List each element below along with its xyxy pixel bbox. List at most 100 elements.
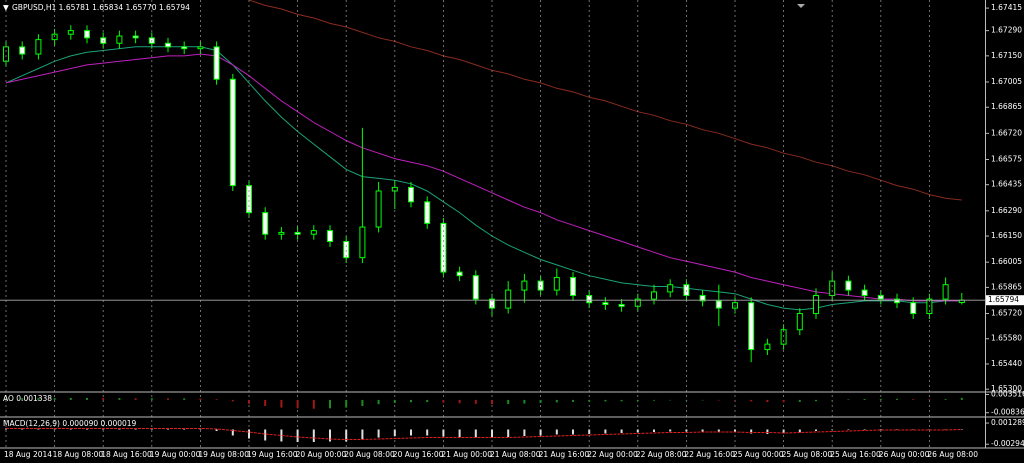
candle-body — [19, 46, 26, 55]
x-tick-label: 18 Aug 08:00 — [53, 450, 104, 459]
candle-body — [910, 302, 917, 315]
y-tick-label: 1.65580 — [991, 334, 1022, 343]
candle-body — [35, 39, 42, 55]
x-tick-label: 22 Aug 08:00 — [636, 450, 687, 459]
candle-body — [359, 226, 366, 259]
macd-bar — [782, 429, 785, 434]
candle-body — [618, 304, 625, 307]
y-tick-label: 1.66150 — [991, 231, 1022, 240]
ao-bar — [588, 399, 591, 402]
x-tick-label: 22 Aug 16:00 — [684, 450, 735, 459]
candle-body — [894, 298, 900, 304]
ao-bar — [134, 398, 137, 400]
macd-bar — [750, 429, 753, 434]
macd-bar — [604, 429, 607, 434]
ao-bar — [555, 399, 558, 403]
macd-bar — [410, 429, 412, 436]
symbol-menu-icon[interactable]: ▼ — [3, 3, 9, 12]
x-tick-label: 21 Aug 00:00 — [441, 450, 492, 459]
y-tick-label: 1.66290 — [991, 206, 1022, 215]
ao-bar — [345, 399, 348, 408]
macd-bar — [426, 429, 429, 436]
y-tick-label: 1.65865 — [991, 282, 1022, 291]
ao-bar — [280, 399, 283, 408]
ao-bar — [944, 399, 947, 400]
ao-pane — [5, 397, 963, 409]
candle-body — [845, 280, 852, 291]
x-tick-label: 19 Aug 16:00 — [247, 450, 298, 459]
candle-body — [375, 190, 382, 228]
candle-body — [553, 276, 560, 291]
ao-bar — [458, 399, 461, 404]
ao-bar — [896, 398, 898, 400]
y-tick-label: 1.66575 — [991, 154, 1022, 163]
ao-bar — [604, 399, 607, 402]
ao-bar — [653, 399, 655, 401]
ao-bar — [750, 399, 753, 402]
macd-bar — [523, 429, 526, 436]
macd-bar — [685, 429, 688, 432]
ao-bar — [53, 398, 56, 400]
macd-bar — [345, 429, 348, 442]
moving-average — [5, 53, 962, 302]
macd-bar — [588, 429, 591, 434]
ao-bar — [734, 399, 736, 401]
macd-bar — [377, 429, 380, 438]
macd-bar — [669, 429, 672, 432]
x-tick-label: 18 Aug 16:00 — [101, 450, 152, 459]
candle-body — [116, 35, 123, 44]
candle-body — [456, 271, 463, 277]
y-tick-label: 1.66720 — [991, 128, 1022, 137]
macd-bar — [296, 429, 299, 442]
x-tick-label: 19 Aug 00:00 — [150, 450, 201, 459]
ao-bar — [377, 399, 380, 405]
candle-body — [813, 295, 819, 315]
y-tick-label: 1.67290 — [991, 26, 1022, 35]
macd-bar — [264, 429, 267, 441]
macd-signal — [6, 428, 962, 440]
ao-bar — [847, 399, 850, 400]
candle-body — [246, 185, 252, 214]
ao-bar — [523, 399, 526, 404]
candle-body — [213, 46, 220, 80]
ao-bar — [539, 399, 542, 403]
plot-layer — [0, 0, 985, 448]
macd-bar — [458, 429, 461, 437]
x-tick-label: 26 Aug 08:00 — [927, 450, 978, 459]
x-tick-label: 20 Aug 16:00 — [393, 450, 444, 459]
ao-bar — [782, 399, 785, 403]
x-tick-label: 21 Aug 16:00 — [539, 450, 590, 459]
ao-bar — [37, 398, 40, 400]
candle-body — [748, 302, 755, 351]
macd-bar — [361, 429, 364, 440]
candle-body — [829, 280, 836, 297]
macd-bar — [280, 429, 283, 442]
x-tick-label: 22 Aug 00:00 — [587, 450, 638, 459]
candle-body — [132, 35, 139, 39]
ao-bar — [491, 399, 493, 405]
ao-bar — [199, 398, 202, 400]
macd-bar — [766, 429, 769, 434]
ao-bar — [766, 399, 769, 403]
ao-bar — [572, 399, 574, 402]
macd-bar — [248, 429, 250, 439]
ao-bar — [231, 399, 234, 402]
y-tick-label: 1.67150 — [991, 51, 1022, 60]
ao-bar — [21, 398, 24, 400]
x-tick-label: 20 Aug 08:00 — [344, 450, 395, 459]
shift-marker — [797, 4, 805, 8]
macd-bar — [815, 429, 817, 431]
macd-bar — [798, 429, 801, 433]
x-tick-label: 19 Aug 08:00 — [198, 450, 249, 459]
ao-bar — [831, 399, 834, 401]
candle-body — [861, 289, 868, 297]
candle-body — [310, 230, 317, 235]
ao-bar — [669, 399, 672, 401]
macd-bar — [507, 429, 510, 437]
candle-body — [262, 212, 269, 235]
candle-body — [408, 186, 414, 203]
macd-bar — [312, 429, 315, 442]
candle-body — [278, 231, 285, 235]
